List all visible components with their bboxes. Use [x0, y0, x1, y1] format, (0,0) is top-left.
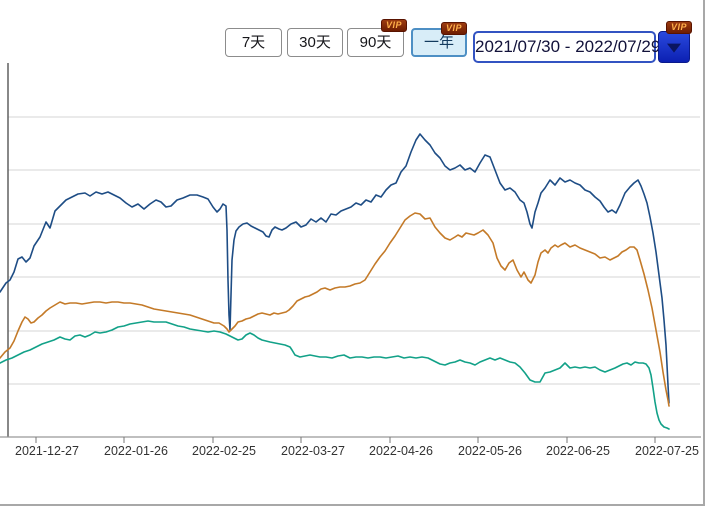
range-button-30d[interactable]: 30天: [287, 28, 343, 57]
x-axis-label: 2022-03-27: [281, 444, 345, 458]
x-axis-label: 2022-02-25: [192, 444, 256, 458]
vip-badge: VIP: [440, 22, 467, 35]
series-line-orange: [0, 212, 670, 407]
x-axis-label: 2022-07-25: [635, 444, 699, 458]
date-range-control: 2021/07/30 - 2022/07/29 VIP: [473, 21, 692, 63]
range-button-7d[interactable]: 7天: [225, 28, 282, 57]
range-button-1y[interactable]: 一年 VIP: [411, 22, 467, 57]
range-button-90d[interactable]: 90天 VIP: [347, 19, 407, 57]
vip-badge: VIP: [665, 21, 692, 34]
x-axis-label: 2022-01-26: [104, 444, 168, 458]
date-range-value[interactable]: 2021/07/30 - 2022/07/29: [473, 31, 660, 63]
x-axis-label: 2021-12-27: [15, 444, 79, 458]
x-axis-label: 2022-06-25: [546, 444, 610, 458]
range-button-1y-label: 一年: [423, 34, 454, 51]
chevron-down-icon: [667, 43, 681, 53]
x-axis-label: 2022-05-26: [458, 444, 522, 458]
series-line-teal: [0, 320, 670, 430]
range-button-90d-label: 90天: [359, 33, 392, 51]
series-line-blue: [0, 133, 670, 404]
x-axis-label: 2022-04-26: [369, 444, 433, 458]
vip-badge: VIP: [380, 19, 407, 32]
date-dropdown-button[interactable]: VIP: [658, 21, 692, 63]
